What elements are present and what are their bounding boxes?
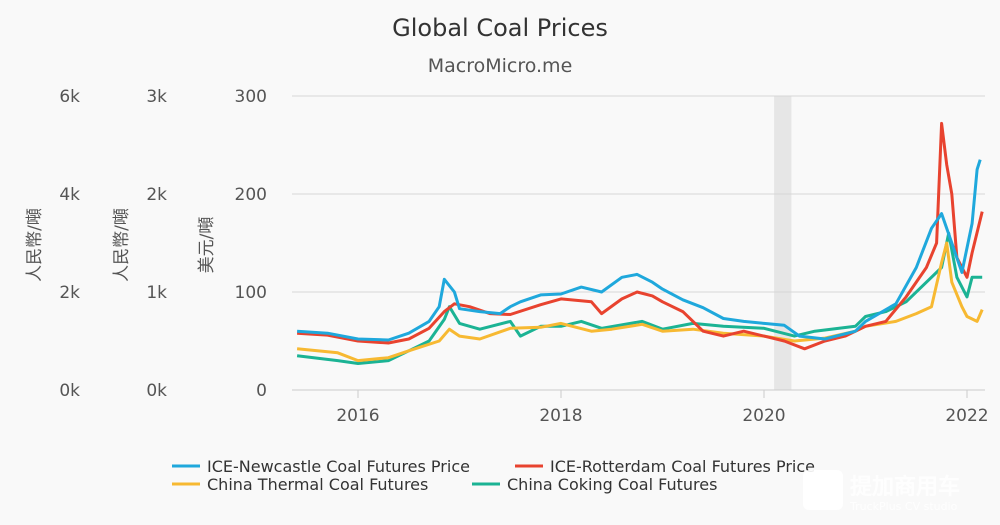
y-tick-label: 4k [59, 185, 80, 205]
x-tick-label: 2022 [945, 406, 988, 426]
chart-subtitle: MacroMicro.me [428, 55, 573, 77]
y-tick-label: 100 [235, 283, 267, 303]
chart-title: Global Coal Prices [392, 14, 608, 42]
y-tick-label: 3k [146, 87, 167, 107]
watermark [803, 470, 843, 510]
legend-item-label: China Coking Coal Futures [507, 475, 717, 494]
y-tick-label: 6k [59, 87, 80, 107]
y-tick-label: 0k [59, 381, 80, 401]
y-tick-label: 300 [235, 87, 267, 107]
y-axis-title: 人民幣/噸 [112, 208, 132, 282]
watermark-text-cn: 提加商用车 [850, 474, 960, 500]
y-tick-label: 2k [146, 185, 167, 205]
y-tick-label: 200 [235, 185, 267, 205]
legend-item-label: ICE-Newcastle Coal Futures Price [207, 457, 470, 476]
y-axis-title: 人民幣/噸 [25, 208, 45, 282]
y-axis-title: 美元/噸 [197, 217, 217, 274]
legend-item-label: China Thermal Coal Futures [207, 475, 428, 494]
x-tick-label: 2016 [336, 406, 379, 426]
recession-shade [774, 96, 792, 390]
y-tick-label: 2k [59, 283, 80, 303]
y-tick-label: 0 [256, 381, 267, 401]
y-tick-label: 0k [146, 381, 167, 401]
series-line-3 [296, 231, 983, 365]
watermark-logo-icon [803, 470, 843, 510]
x-tick-label: 2020 [742, 406, 785, 426]
x-tick-label: 2018 [539, 406, 582, 426]
y-tick-label: 1k [146, 283, 167, 303]
legend-item-label: ICE-Rotterdam Coal Futures Price [550, 457, 815, 476]
series-line-1 [297, 121, 984, 351]
series-line-2 [296, 241, 984, 363]
series-line-0 [297, 159, 982, 342]
watermark-text-en: TruckPlus CV studio [849, 500, 958, 513]
